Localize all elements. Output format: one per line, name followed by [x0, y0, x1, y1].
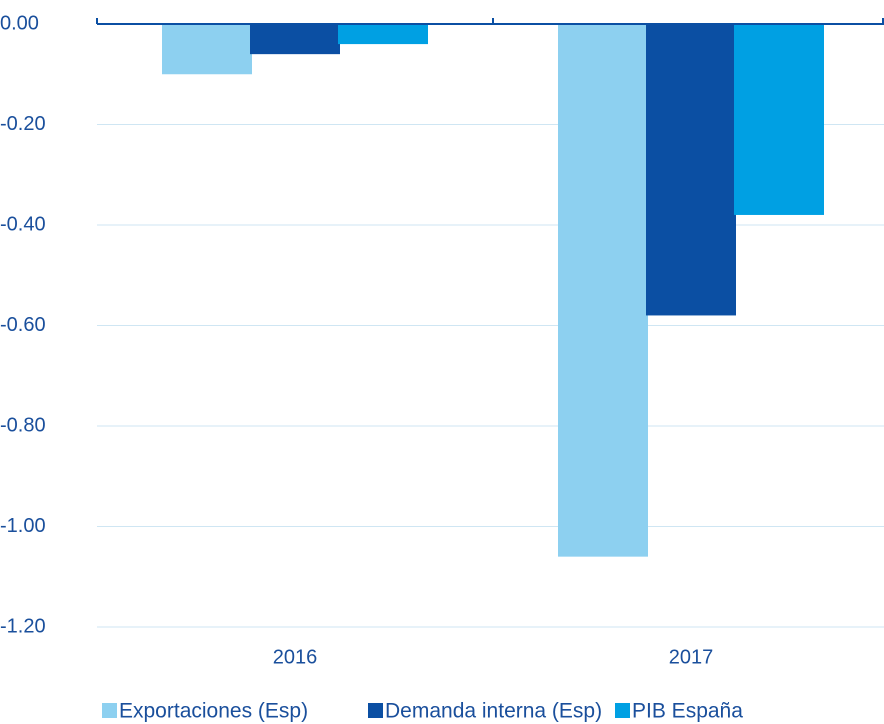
x-tick-label: 2017 — [669, 646, 714, 668]
legend-label: PIB España — [632, 700, 743, 723]
x-tick-label: 2016 — [273, 646, 318, 668]
bar — [646, 24, 736, 316]
legend-swatch — [368, 703, 383, 718]
bar — [734, 24, 824, 215]
bar — [250, 24, 340, 55]
legend-label: Demanda interna (Esp) — [385, 700, 602, 723]
y-tick-label: -0.80 — [0, 414, 46, 436]
legend-label: Exportaciones (Esp) — [119, 700, 308, 723]
y-tick-label: -0.20 — [0, 113, 46, 135]
y-tick-label: -0.40 — [0, 213, 46, 235]
y-tick-label: 0.00 — [0, 12, 39, 34]
bar — [558, 24, 648, 557]
y-tick-label: -1.20 — [0, 615, 46, 637]
bar — [162, 24, 252, 75]
legend-swatch — [615, 703, 630, 718]
y-tick-label: -0.60 — [0, 314, 46, 336]
y-tick-label: -1.00 — [0, 515, 46, 537]
legend-swatch — [102, 703, 117, 718]
bar — [338, 24, 428, 45]
